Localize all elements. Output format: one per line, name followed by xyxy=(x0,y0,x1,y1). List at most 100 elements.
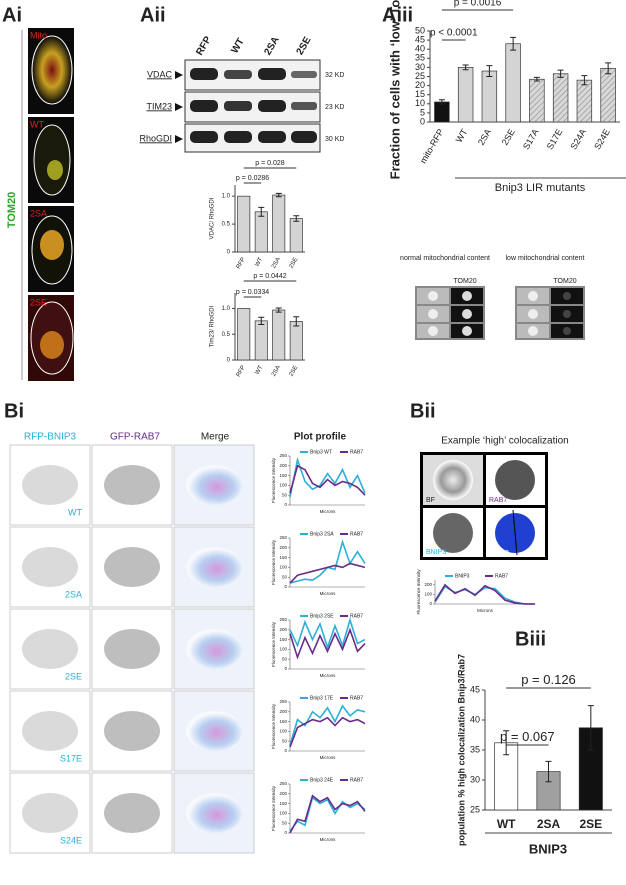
y-tick-label: 0 xyxy=(284,584,287,589)
panel-label: Bii xyxy=(410,400,436,422)
y-tick-label: 35 xyxy=(470,744,480,754)
x-tick-label: 2SE xyxy=(500,127,517,147)
y-tick-label: 45 xyxy=(415,34,425,44)
row-label: S24E xyxy=(60,835,82,845)
panel-label: Bi xyxy=(4,400,24,422)
band xyxy=(224,70,252,79)
western-blot xyxy=(175,59,321,153)
cell xyxy=(428,291,438,301)
y-axis-label: population % high colocalization Bnip3/R… xyxy=(456,654,466,846)
y-tick-label: 100 xyxy=(279,483,287,488)
series-line xyxy=(289,456,366,498)
y-tick-label: 25 xyxy=(415,71,425,81)
cell xyxy=(104,711,160,751)
legend-label: RAB7 xyxy=(350,695,363,701)
row-label: 2SA xyxy=(65,589,82,599)
cell xyxy=(31,35,73,105)
y-tick-label: 40 xyxy=(470,714,480,724)
bar xyxy=(272,194,286,253)
error-bar xyxy=(258,316,265,325)
p-value: p < 0.0001 xyxy=(430,27,478,38)
tile-label: Merge xyxy=(489,549,509,556)
series-line xyxy=(289,617,366,650)
y-tick-label: 0 xyxy=(284,666,287,671)
lane-label: WT xyxy=(229,37,246,56)
panel-label: Biii xyxy=(515,628,546,650)
blot-label: RhoGDI xyxy=(139,133,172,143)
series-line xyxy=(289,794,366,834)
imaging-strips xyxy=(415,286,585,340)
y-tick-label: 200 xyxy=(424,582,432,587)
x-tick-label: S17E xyxy=(545,127,565,151)
cell xyxy=(186,547,242,587)
row-label: WT xyxy=(30,119,44,129)
x-tick-label: 2SE xyxy=(288,365,299,378)
side-label: TOM20 xyxy=(6,192,18,228)
x-axis-label: Microns xyxy=(477,608,494,613)
y-axis-label: Fluorescence Intensity xyxy=(416,569,421,615)
y-axis-label: Fluorescence Intensity xyxy=(271,457,276,503)
cell xyxy=(528,309,538,319)
y-tick-label: 35 xyxy=(415,53,425,63)
y-tick-label: 0 xyxy=(284,830,287,835)
y-tick-label: 250 xyxy=(279,535,287,540)
y-axis-label: Fluorescence Intensity xyxy=(271,785,276,831)
panel-label: Aii xyxy=(140,4,166,26)
cell xyxy=(40,230,64,260)
y-tick-label: 0.5 xyxy=(222,222,231,228)
y-tick-label: 0 xyxy=(227,250,231,256)
y-tick-label: 100 xyxy=(279,565,287,570)
series-line xyxy=(289,796,366,832)
y-tick-label: 50 xyxy=(282,820,288,825)
bar xyxy=(254,320,268,361)
y-tick-label: 15 xyxy=(415,89,425,99)
p-value: p = 0.126 xyxy=(521,672,576,687)
lane-label: RFP xyxy=(194,34,214,57)
cell xyxy=(563,327,571,335)
axes xyxy=(289,620,365,670)
cell xyxy=(104,547,160,587)
y-tick-label: 250 xyxy=(279,453,287,458)
y-tick-label: 150 xyxy=(279,719,287,724)
size-label: 32 KD xyxy=(325,72,344,79)
error-bar xyxy=(293,316,300,327)
column-label: Plot profile xyxy=(294,432,347,443)
y-tick-label: 20 xyxy=(415,80,425,90)
row-label: 2SA xyxy=(30,208,47,218)
legend-label: RAB7 xyxy=(350,777,363,783)
row-label: 2SE xyxy=(65,671,82,681)
bar xyxy=(505,43,521,123)
series-line xyxy=(289,562,366,584)
band xyxy=(224,131,252,143)
cell xyxy=(186,711,242,751)
cell xyxy=(22,547,78,587)
band xyxy=(224,101,252,111)
y-tick-label: 250 xyxy=(279,781,287,786)
y-tick-label: 1.0 xyxy=(222,194,231,200)
x-tick-label: 2SA xyxy=(537,817,561,831)
cell xyxy=(22,465,78,505)
x-axis-label: Microns xyxy=(320,755,337,760)
channel-label: TOM20 xyxy=(553,278,576,285)
micrographs xyxy=(28,28,74,381)
band xyxy=(291,71,317,78)
error-bar xyxy=(438,99,445,105)
x-tick-label: mito-RFP xyxy=(418,127,446,165)
column-label: RFP-BNIP3 xyxy=(24,432,77,443)
row-label: Mito xyxy=(30,30,47,40)
band xyxy=(291,131,317,143)
bar xyxy=(552,73,569,123)
p-value: p = 0.067 xyxy=(500,729,555,744)
lane-label: 2SA xyxy=(262,35,281,57)
cell xyxy=(528,326,538,336)
y-tick-label: 200 xyxy=(279,709,287,714)
cell xyxy=(528,291,538,301)
x-tick-label: 2SE xyxy=(579,817,602,831)
error-bar xyxy=(258,206,265,217)
y-tick-label: 100 xyxy=(279,729,287,734)
x-axis-label: Microns xyxy=(320,673,337,678)
cell xyxy=(22,629,78,669)
x-tick-label: S17A xyxy=(521,127,541,151)
cell xyxy=(186,793,242,833)
y-tick-label: 100 xyxy=(279,811,287,816)
